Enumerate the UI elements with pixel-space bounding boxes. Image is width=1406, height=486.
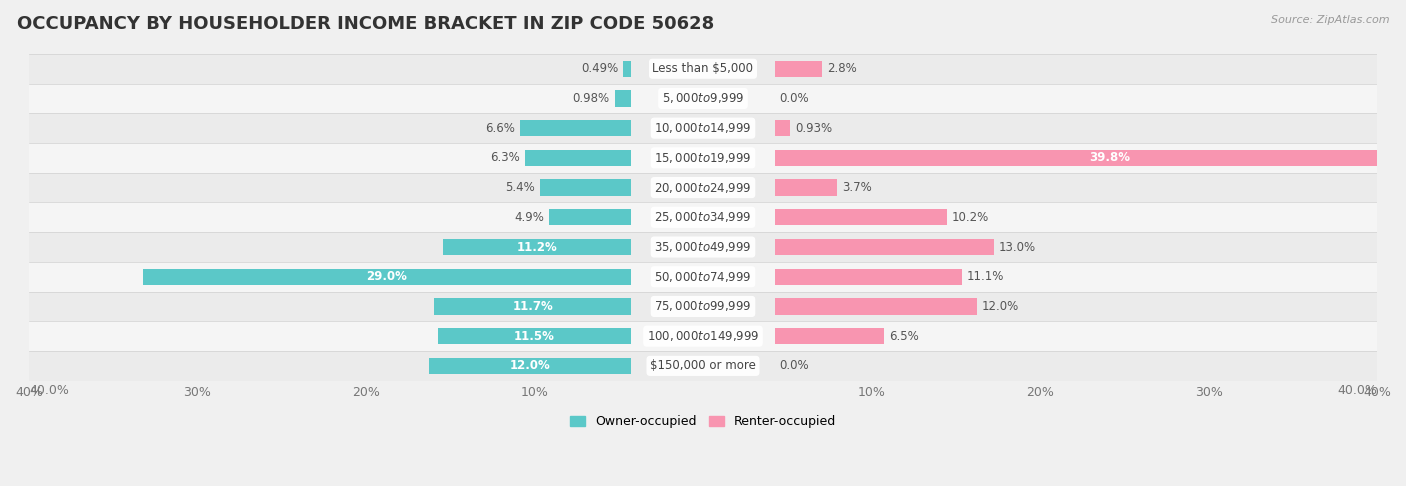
- Text: $75,000 to $99,999: $75,000 to $99,999: [654, 299, 752, 313]
- Text: 4.9%: 4.9%: [513, 211, 544, 224]
- Bar: [775, 269, 962, 285]
- Text: 11.7%: 11.7%: [512, 300, 553, 313]
- Bar: [30, 292, 1376, 321]
- Bar: [30, 113, 1376, 143]
- Text: 11.5%: 11.5%: [515, 330, 555, 343]
- Bar: [30, 173, 1376, 203]
- Text: 0.93%: 0.93%: [796, 122, 832, 135]
- Text: 10.2%: 10.2%: [952, 211, 988, 224]
- Text: 6.6%: 6.6%: [485, 122, 515, 135]
- Text: $20,000 to $24,999: $20,000 to $24,999: [654, 181, 752, 194]
- Bar: [775, 179, 837, 196]
- Bar: [30, 54, 1376, 84]
- Text: 11.2%: 11.2%: [516, 241, 557, 254]
- Text: 29.0%: 29.0%: [367, 270, 408, 283]
- Bar: [429, 358, 631, 374]
- Text: 40.0%: 40.0%: [30, 384, 69, 397]
- Text: $5,000 to $9,999: $5,000 to $9,999: [662, 91, 744, 105]
- Bar: [614, 90, 631, 106]
- Text: $100,000 to $149,999: $100,000 to $149,999: [647, 329, 759, 343]
- Text: 6.3%: 6.3%: [491, 151, 520, 164]
- Text: Less than $5,000: Less than $5,000: [652, 62, 754, 75]
- Text: $50,000 to $74,999: $50,000 to $74,999: [654, 270, 752, 284]
- Bar: [775, 61, 821, 77]
- Bar: [30, 143, 1376, 173]
- Text: 12.0%: 12.0%: [510, 359, 551, 372]
- Bar: [30, 351, 1376, 381]
- Bar: [30, 262, 1376, 292]
- Bar: [775, 120, 790, 137]
- Bar: [775, 298, 977, 314]
- Bar: [30, 84, 1376, 113]
- Bar: [437, 328, 631, 345]
- Text: $35,000 to $49,999: $35,000 to $49,999: [654, 240, 752, 254]
- Bar: [548, 209, 631, 226]
- Bar: [30, 203, 1376, 232]
- Text: 0.98%: 0.98%: [572, 92, 610, 105]
- Bar: [30, 321, 1376, 351]
- Bar: [526, 150, 631, 166]
- Bar: [775, 239, 994, 255]
- Text: 5.4%: 5.4%: [506, 181, 536, 194]
- Bar: [520, 120, 631, 137]
- Bar: [623, 61, 631, 77]
- Text: 0.0%: 0.0%: [780, 92, 810, 105]
- Text: $150,000 or more: $150,000 or more: [650, 359, 756, 372]
- Bar: [443, 239, 631, 255]
- Bar: [775, 328, 884, 345]
- Text: 40.0%: 40.0%: [1337, 384, 1376, 397]
- Text: 13.0%: 13.0%: [998, 241, 1036, 254]
- Bar: [142, 269, 631, 285]
- Bar: [775, 150, 1406, 166]
- Bar: [540, 179, 631, 196]
- Text: 6.5%: 6.5%: [889, 330, 920, 343]
- Legend: Owner-occupied, Renter-occupied: Owner-occupied, Renter-occupied: [565, 410, 841, 434]
- Text: 2.8%: 2.8%: [827, 62, 856, 75]
- Bar: [30, 232, 1376, 262]
- Text: OCCUPANCY BY HOUSEHOLDER INCOME BRACKET IN ZIP CODE 50628: OCCUPANCY BY HOUSEHOLDER INCOME BRACKET …: [17, 15, 714, 33]
- Text: 39.8%: 39.8%: [1090, 151, 1130, 164]
- Text: Source: ZipAtlas.com: Source: ZipAtlas.com: [1271, 15, 1389, 25]
- Text: 3.7%: 3.7%: [842, 181, 872, 194]
- Text: 12.0%: 12.0%: [981, 300, 1019, 313]
- Text: 0.0%: 0.0%: [780, 359, 810, 372]
- Text: $10,000 to $14,999: $10,000 to $14,999: [654, 121, 752, 135]
- Text: $25,000 to $34,999: $25,000 to $34,999: [654, 210, 752, 225]
- Bar: [434, 298, 631, 314]
- Text: $15,000 to $19,999: $15,000 to $19,999: [654, 151, 752, 165]
- Text: 0.49%: 0.49%: [581, 62, 619, 75]
- Text: 11.1%: 11.1%: [967, 270, 1004, 283]
- Bar: [775, 209, 946, 226]
